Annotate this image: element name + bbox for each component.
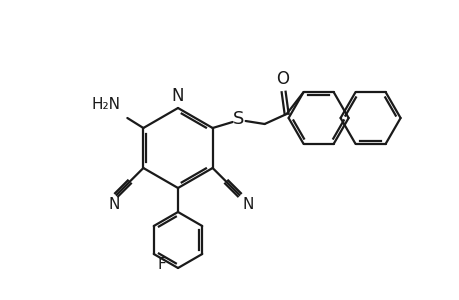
Text: N: N: [242, 197, 253, 212]
Text: N: N: [171, 87, 184, 105]
Text: H₂N: H₂N: [91, 97, 120, 112]
Text: N: N: [109, 197, 120, 212]
Text: F: F: [157, 257, 166, 272]
Text: S: S: [232, 110, 244, 128]
Text: O: O: [275, 70, 289, 88]
